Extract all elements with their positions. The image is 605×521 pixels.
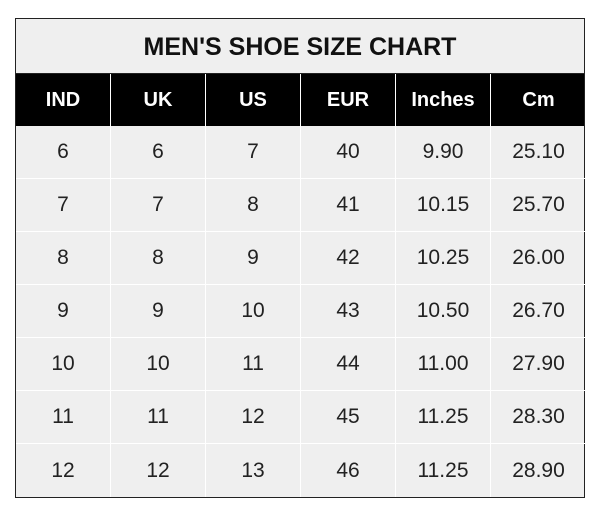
table-row: 8 8 9 42 10.25 26.00 [16, 232, 586, 285]
column-header-cm: Cm [522, 88, 555, 111]
table-row: 9 9 10 43 10.50 26.70 [16, 285, 586, 338]
cell-cm: 26.70 [491, 285, 586, 338]
cell-inches: 10.25 [396, 232, 491, 285]
cell-ind: 11 [16, 391, 111, 444]
cell-cm: 28.90 [512, 458, 565, 482]
cell-cm: 28.30 [491, 391, 586, 444]
cell-eur: 45 [301, 391, 396, 444]
cell-inches: 9.90 [396, 126, 491, 179]
cell-ind: 12 [16, 444, 111, 497]
cell-us: 10 [206, 285, 301, 338]
column-header-us: US [206, 74, 301, 126]
cell-cm: 25.10 [491, 126, 586, 179]
cell-us: 8 [206, 179, 301, 232]
cell-uk: 8 [111, 232, 206, 285]
column-header-inches: Inches [396, 74, 491, 126]
cell-eur: 42 [301, 232, 396, 285]
cell-ind: 7 [16, 179, 111, 232]
column-header-ind: IND [16, 74, 111, 126]
cell-inches: 11.25 [396, 391, 491, 444]
cell-eur: 40 [301, 126, 396, 179]
cell-inches: 11.25 [396, 444, 491, 497]
table-title: MEN'S SHOE SIZE CHART [16, 19, 584, 74]
cell-uk: 9 [111, 285, 206, 338]
cell-us: 9 [206, 232, 301, 285]
cell-uk: 6 [111, 126, 206, 179]
cell-cm: 25.70 [491, 179, 586, 232]
cell-cm: 26.00 [491, 232, 586, 285]
column-header-eur: EUR [301, 74, 396, 126]
shoe-size-table: MEN'S SHOE SIZE CHART IND UK US EUR Inches Cm… [15, 18, 586, 498]
cell-ind: 8 [16, 232, 111, 285]
cell-uk: 11 [111, 391, 206, 444]
cell-inches: 10.15 [396, 179, 491, 232]
table-row: 10 10 11 44 11.00 27.90 [16, 338, 586, 391]
cell-eur: 43 [301, 285, 396, 338]
cell-inches: 11.00 [396, 338, 491, 391]
cell-us: 13 [206, 444, 301, 497]
cell-us: 12 [206, 391, 301, 444]
table-row: 7 7 8 41 10.15 25.70 [16, 179, 586, 232]
table-body: 6 6 7 40 9.90 25.10 7 7 8 41 10.15 25.70 8 8 9 42 10.25 2… [16, 126, 586, 497]
table-row: 11 11 12 45 11.25 28.30 [16, 391, 586, 444]
cell-uk: 7 [111, 179, 206, 232]
cell-us: 7 [206, 126, 301, 179]
cell-ind: 6 [16, 126, 111, 179]
cell-eur: 46 [301, 444, 396, 497]
table-row: 6 6 7 40 9.90 25.10 [16, 126, 586, 179]
cell-ind: 9 [16, 285, 111, 338]
header-row: IND UK US EUR Inches Cm [16, 74, 584, 126]
table-row: 12 12 13 46 11.25 28.90 [16, 444, 584, 497]
cell-eur: 44 [301, 338, 396, 391]
cell-us: 11 [206, 338, 301, 391]
cell-cm: 27.90 [491, 338, 586, 391]
cell-eur: 41 [301, 179, 396, 232]
cell-inches: 10.50 [396, 285, 491, 338]
cell-ind: 10 [16, 338, 111, 391]
cell-uk: 10 [111, 338, 206, 391]
column-header-uk: UK [111, 74, 206, 126]
cell-uk: 12 [111, 444, 206, 497]
